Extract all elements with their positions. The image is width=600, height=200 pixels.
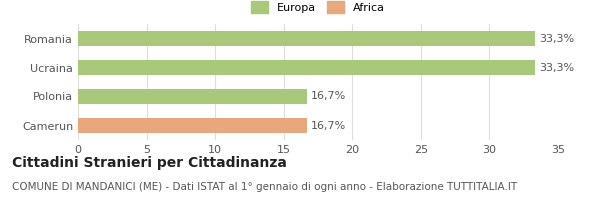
- Bar: [78, 31, 535, 46]
- Text: 33,3%: 33,3%: [539, 62, 574, 72]
- Text: Cittadini Stranieri per Cittadinanza: Cittadini Stranieri per Cittadinanza: [12, 156, 287, 170]
- Text: 16,7%: 16,7%: [311, 92, 346, 102]
- Text: 16,7%: 16,7%: [311, 120, 346, 130]
- Bar: [78, 118, 307, 133]
- Bar: [78, 89, 307, 104]
- Text: 33,3%: 33,3%: [539, 34, 574, 44]
- Bar: [78, 60, 535, 75]
- Text: COMUNE DI MANDANICI (ME) - Dati ISTAT al 1° gennaio di ogni anno - Elaborazione : COMUNE DI MANDANICI (ME) - Dati ISTAT al…: [12, 182, 517, 192]
- Legend: Europa, Africa: Europa, Africa: [248, 0, 388, 16]
